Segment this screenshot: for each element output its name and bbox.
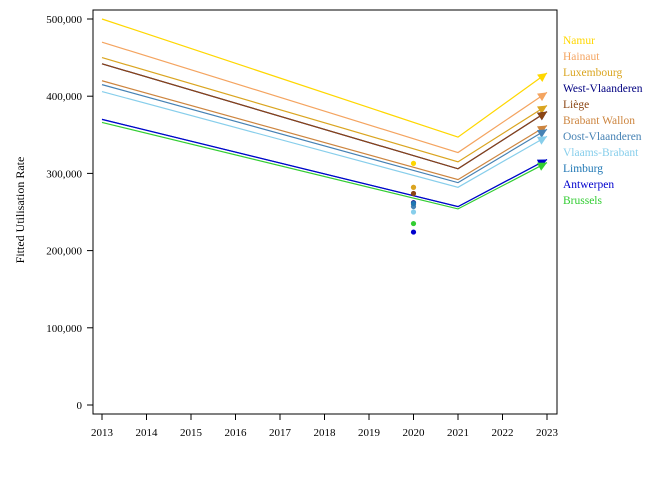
series-line (101, 18, 548, 138)
series-lines (101, 18, 548, 210)
series-line (101, 63, 548, 170)
y-tick-label: 500,000 (46, 14, 82, 26)
series-arrowhead (536, 136, 547, 145)
series-line (101, 121, 548, 210)
series-line (101, 118, 548, 208)
series-arrowhead (537, 73, 547, 82)
observed-point (410, 184, 417, 190)
series-arrowhead (536, 105, 547, 115)
observed-point (410, 209, 417, 215)
series-line (101, 80, 548, 181)
observed-point (410, 229, 417, 235)
observed-points (410, 160, 417, 235)
legend-entry: Liège (563, 99, 589, 111)
legend: Namur Hainaut Luxembourg West-Vlaanderen Liè… (563, 35, 643, 207)
legend-entry: Limburg (563, 163, 603, 175)
series-arrowhead (536, 162, 547, 171)
x-tick-label: 2021 (447, 427, 469, 439)
axes: 2013 2014 2015 2016 2017 2018 2019 2020 2021 2022… (46, 14, 558, 439)
x-tick-label: 2022 (492, 427, 514, 439)
legend-entry: Brussels (563, 195, 603, 207)
legend-entry: Brabant Wallon (563, 115, 635, 127)
x-tick-label: 2014 (136, 427, 159, 439)
legend-entry: Oost-Vlaanderen (563, 131, 642, 143)
y-axis-title: Fitted Utilisation Rate (13, 157, 27, 264)
series-arrowhead (536, 129, 547, 138)
x-tick-label: 2023 (536, 427, 559, 439)
legend-entry: Vlaams-Brabant (563, 147, 639, 159)
observed-point (410, 220, 417, 227)
x-tick-label: 2013 (91, 427, 114, 439)
series-line (101, 118, 548, 208)
y-tick-label: 400,000 (46, 91, 82, 103)
x-tick-label: 2019 (358, 427, 381, 439)
series-line (101, 84, 548, 184)
y-tick-label: 0 (77, 400, 83, 412)
series-line (101, 41, 548, 154)
legend-entry: Antwerpen (563, 179, 614, 191)
observed-point (410, 200, 417, 207)
y-tick-label: 100,000 (46, 323, 82, 335)
x-tick-label: 2017 (269, 427, 292, 439)
series-arrowhead (537, 92, 547, 102)
legend-entry: Luxembourg (563, 67, 622, 79)
legend-entry: Hainaut (563, 51, 600, 63)
series-line (101, 57, 548, 163)
x-tick-label: 2016 (225, 427, 248, 439)
observed-point (410, 160, 417, 166)
legend-entry: West-Vlaanderen (563, 83, 643, 95)
x-tick-label: 2015 (180, 427, 203, 439)
x-tick-label: 2018 (314, 427, 337, 439)
series-line (101, 63, 548, 170)
y-tick-label: 200,000 (46, 246, 82, 258)
observed-point (410, 190, 417, 197)
x-tick-label: 2020 (403, 427, 426, 439)
series-arrowhead (536, 111, 547, 121)
plot-frame (92, 9, 558, 415)
legend-entry: Namur (563, 35, 595, 47)
y-tick-label: 300,000 (46, 168, 82, 180)
series-line (101, 90, 548, 188)
